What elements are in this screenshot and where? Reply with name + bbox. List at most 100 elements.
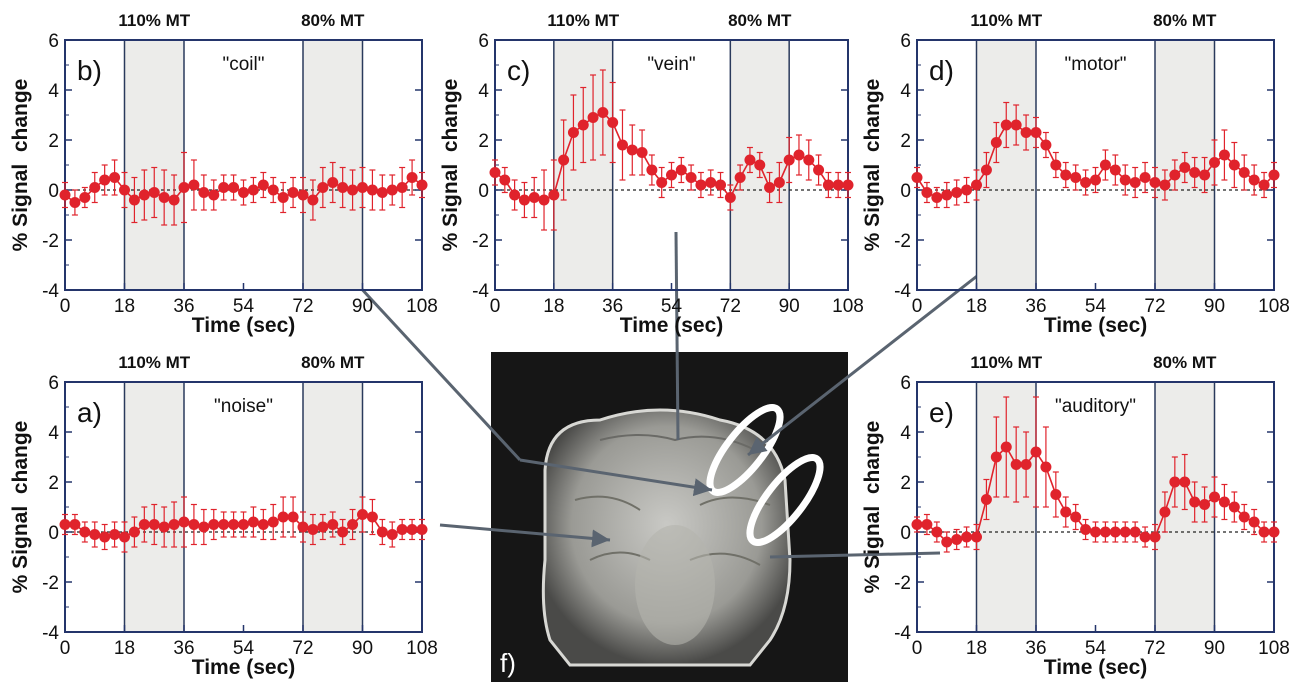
plot-frame — [916, 381, 1275, 633]
data-point — [1258, 179, 1270, 191]
x-tick-label: 18 — [543, 296, 564, 317]
data-point — [1228, 501, 1240, 513]
data-point — [518, 194, 530, 206]
x-axis-label: Time (sec) — [1044, 656, 1148, 679]
data-point — [376, 187, 388, 198]
data-point — [99, 174, 111, 186]
data-point — [327, 177, 339, 188]
data-point — [1189, 496, 1201, 508]
data-point — [538, 194, 550, 206]
data-point — [79, 526, 91, 538]
x-tick-label: 36 — [1025, 296, 1046, 317]
x-axis-label: Time (sec) — [1044, 314, 1148, 337]
y-tick-label: -2 — [894, 573, 911, 594]
data-point — [1040, 461, 1052, 473]
data-point — [1149, 531, 1161, 543]
data-point — [257, 179, 269, 191]
data-point — [1199, 169, 1211, 181]
block-label: 80% MT — [301, 11, 365, 30]
data-point — [832, 179, 844, 191]
x-tick-label: 90 — [779, 296, 800, 317]
y-tick-label: -2 — [42, 573, 59, 594]
data-point — [1099, 159, 1111, 171]
data-point — [1209, 491, 1220, 503]
data-point — [119, 184, 130, 196]
y-tick-label: 6 — [48, 31, 59, 52]
data-point — [803, 154, 815, 166]
data-point — [1000, 441, 1012, 453]
data-point — [1179, 162, 1191, 173]
data-point — [317, 521, 329, 533]
connector-coil — [344, 270, 522, 462]
y-tick-label: -4 — [894, 623, 911, 644]
data-point — [99, 531, 111, 543]
y-tick-label: 0 — [48, 181, 59, 202]
data-point — [228, 182, 240, 193]
data-point — [406, 172, 418, 183]
data-point — [1119, 174, 1131, 186]
data-point — [218, 519, 230, 530]
x-tick-label: 0 — [490, 296, 501, 317]
x-tick-label: 36 — [602, 296, 623, 317]
data-point — [277, 511, 289, 523]
data-point — [307, 524, 319, 535]
x-tick-label: 36 — [173, 638, 194, 659]
data-point — [168, 519, 180, 530]
tms-coil-lower-loop — [746, 454, 824, 546]
data-point — [406, 524, 418, 535]
data-point — [715, 179, 727, 191]
data-point — [416, 524, 428, 535]
y-tick-label: 0 — [48, 523, 59, 544]
data-point — [911, 172, 923, 183]
data-point — [961, 531, 973, 543]
y-axis-label: % Signal change — [439, 79, 462, 252]
data-point — [1000, 119, 1012, 131]
stimulation-block — [123, 39, 185, 291]
x-tick-label: 90 — [1204, 296, 1225, 317]
block-label: 80% MT — [1153, 11, 1217, 30]
data-point — [238, 519, 249, 530]
y-axis-label: % Signal change — [9, 421, 32, 594]
data-point — [1238, 167, 1250, 178]
x-tick-label: 0 — [912, 296, 923, 317]
data-point — [1020, 127, 1032, 138]
data-point — [990, 137, 1002, 148]
data-point — [793, 149, 805, 161]
data-point — [842, 179, 854, 191]
data-point — [1080, 524, 1092, 535]
x-tick-label: 0 — [912, 638, 923, 659]
y-tick-label: 4 — [478, 81, 489, 102]
data-point — [386, 529, 398, 540]
data-point — [1169, 169, 1181, 181]
charts-layer: 110% MT 80% MT -4 -2 0 2 4 6 0 18 36 54 72 90 108 Time … — [9, 11, 1290, 679]
data-point — [218, 182, 230, 193]
data-point — [822, 179, 834, 191]
y-tick-label: 0 — [900, 523, 911, 544]
data-point — [754, 159, 766, 171]
y-tick-label: 2 — [48, 473, 59, 494]
data-point — [267, 516, 279, 528]
y-tick-label: 4 — [48, 81, 59, 102]
data-point — [158, 521, 170, 533]
data-point — [961, 184, 973, 196]
data-point — [247, 184, 259, 196]
data-point — [228, 519, 240, 530]
x-tick-label: 108 — [1258, 296, 1290, 317]
y-tick-label: -2 — [472, 231, 489, 252]
y-tick-label: 4 — [900, 81, 911, 102]
data-point — [366, 184, 378, 196]
data-point — [951, 187, 963, 198]
x-tick-label: 18 — [966, 638, 987, 659]
data-point — [69, 197, 81, 208]
block-label: 110% MT — [118, 353, 190, 372]
x-tick-label: 108 — [406, 638, 438, 659]
data-point — [1109, 526, 1121, 538]
x-tick-label: 108 — [832, 296, 864, 317]
y-tick-label: 2 — [900, 131, 911, 152]
data-point — [921, 519, 933, 530]
y-tick-label: -2 — [42, 231, 59, 252]
data-point — [1010, 459, 1022, 470]
data-point — [1159, 506, 1171, 518]
data-point — [396, 182, 408, 193]
y-tick-label: -4 — [42, 281, 59, 302]
